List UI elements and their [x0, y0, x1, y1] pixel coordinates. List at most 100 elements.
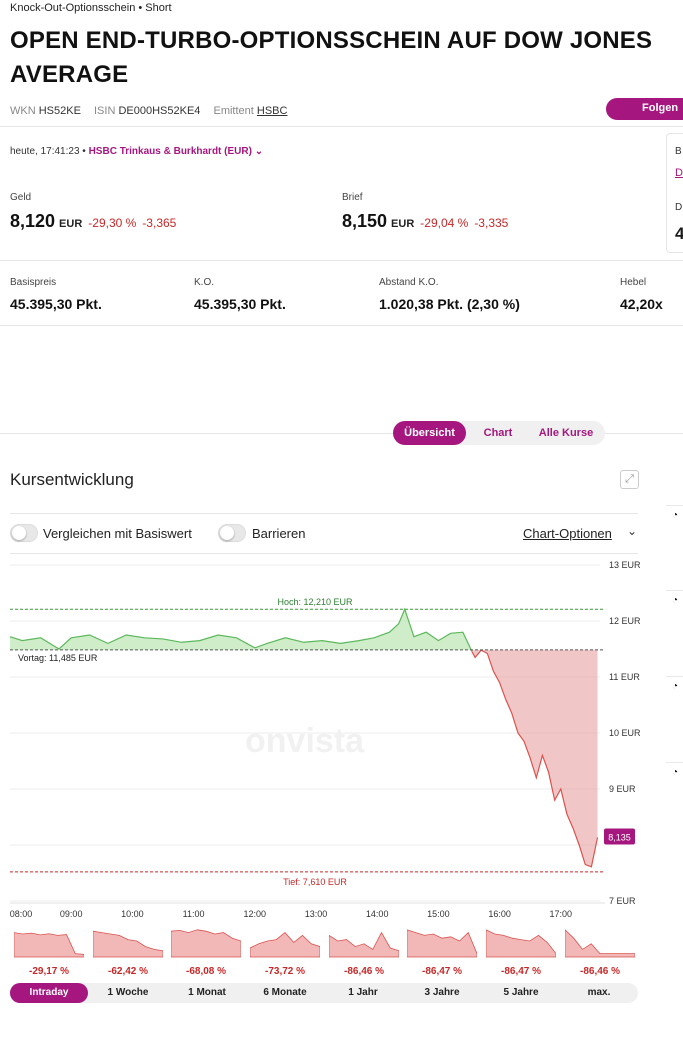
- x-tick-label: 15:00: [427, 909, 450, 919]
- side-panel-item[interactable]: ◔: [666, 505, 683, 575]
- barriers-toggle[interactable]: [218, 524, 246, 542]
- y-tick-label: 12 EUR: [609, 616, 641, 626]
- follow-button[interactable]: Folgen: [606, 98, 683, 120]
- sparkline-area: [92, 930, 164, 958]
- wkn-label: WKN: [10, 105, 36, 117]
- clock-icon: ◔: [672, 595, 679, 606]
- barriers-toggle-label: Barrieren: [252, 526, 306, 541]
- bid-change-abs: -3,365: [142, 216, 177, 230]
- breadcrumb: Knock-Out-Optionsschein • Short: [10, 2, 172, 14]
- range-max[interactable]: max.: [587, 987, 611, 998]
- tab-chart[interactable]: Chart: [483, 427, 513, 439]
- wkn-value: HS52KE: [38, 105, 81, 117]
- sparkline-change: -62,42 %: [107, 966, 149, 977]
- divider: [10, 513, 638, 514]
- x-tick-label: 12:00: [244, 909, 267, 919]
- sparkline-intraday[interactable]: -29,17 %: [13, 925, 85, 977]
- x-tick-label: 08:00: [10, 909, 33, 919]
- section-title: Kursentwicklung: [10, 470, 134, 489]
- range-5-jahre[interactable]: 5 Jahre: [503, 987, 539, 998]
- chart-options-button[interactable]: Chart-Optionen: [523, 526, 612, 541]
- sparkline-graph: [13, 932, 85, 958]
- side-panel-item[interactable]: ◔: [666, 676, 683, 746]
- sparkline-graph: [406, 929, 478, 958]
- bid-currency: EUR: [59, 218, 83, 230]
- keyfact-value-basispreis: 45.395,30 Pkt.: [10, 296, 102, 312]
- prev-close-label: Vortag: 11,485 EUR: [18, 653, 98, 663]
- clock-icon: ◔: [672, 767, 679, 778]
- divider: [0, 325, 683, 326]
- side-panel-item[interactable]: ◔: [666, 590, 683, 660]
- range-1-monat[interactable]: 1 Monat: [188, 987, 226, 998]
- sparkline-change: -86,46 %: [343, 966, 385, 977]
- range-1-jahr[interactable]: 1 Jahr: [348, 987, 378, 998]
- sparkline-6-monate[interactable]: -73,72 %: [249, 925, 321, 977]
- price-chart[interactable]: 13 EUR 12 EUR 11 EUR 10 EUR 9 EUR 7 EUR onvist…: [0, 555, 683, 925]
- tab-alle-kurse[interactable]: Alle Kurse: [538, 427, 594, 439]
- sparkline-area: [249, 932, 321, 958]
- compare-toggle[interactable]: [10, 524, 38, 542]
- range-selector: Intraday 1 Woche 1 Monat 6 Monate 1 Jahr 3 Ja…: [10, 983, 638, 1003]
- ask-label: Brief: [342, 192, 363, 203]
- range-6-monate[interactable]: 6 Monate: [263, 987, 307, 998]
- quote-meta: heute, 17:41:23 • HSBC Trinkaus & Burkha…: [10, 146, 263, 157]
- sparkline-change: -29,17 %: [28, 966, 70, 977]
- y-tick-label: 11 EUR: [609, 672, 640, 682]
- range-intraday[interactable]: Intraday: [10, 983, 88, 1003]
- exchange-selector[interactable]: HSBC Trinkaus & Burkhardt (EUR): [88, 146, 252, 157]
- sparkline-area: [13, 932, 85, 958]
- issuer-label: Emittent: [213, 105, 254, 117]
- view-tabs: Übersicht Chart Alle Kurse: [393, 421, 605, 445]
- high-label: Hoch: 12,210 EUR: [277, 597, 353, 607]
- bid-value: 8,120: [10, 211, 56, 231]
- y-tick-label: 13 EUR: [609, 560, 641, 570]
- quote-time: heute, 17:41:23 •: [10, 146, 86, 157]
- side-card-label: B: [675, 146, 682, 157]
- bid-change-pct: -29,30 %: [88, 216, 137, 230]
- sparkline-change: -73,72 %: [264, 966, 306, 977]
- x-tick-label: 10:00: [121, 909, 144, 919]
- expand-icon[interactable]: ⤢: [620, 470, 639, 489]
- ask-quote: 8,150 EUR -29,04 % -3,335: [342, 211, 508, 232]
- x-tick-label: 09:00: [60, 909, 83, 919]
- sparkline-graph: [92, 930, 164, 958]
- sparkline-graph: [485, 929, 557, 958]
- chevron-down-icon[interactable]: ⌄: [254, 146, 264, 157]
- sparkline-area: [170, 929, 242, 958]
- keyfact-value-ko: 45.395,30 Pkt.: [194, 296, 286, 312]
- area-above-prev: [10, 609, 473, 652]
- sparkline-3-jahre[interactable]: -86,47 %: [406, 925, 478, 977]
- sparkline-max-[interactable]: -86,46 %: [564, 925, 636, 977]
- side-card-value: 4: [675, 224, 683, 243]
- issuer-link[interactable]: HSBC: [256, 105, 288, 117]
- sparkline-area: [406, 929, 478, 958]
- sparkline-area: [564, 928, 636, 958]
- sparkline-1-jahr[interactable]: -86,46 %: [328, 925, 400, 977]
- compare-toggle-label: Vergleichen mit Basiswert: [43, 526, 192, 541]
- ask-change-abs: -3,335: [474, 216, 509, 230]
- keyfact-label-abstand: Abstand K.O.: [379, 277, 439, 288]
- divider: [0, 433, 683, 434]
- range-1-woche[interactable]: 1 Woche: [107, 987, 149, 998]
- sparkline-1-woche[interactable]: -62,42 %: [92, 925, 164, 977]
- clock-icon: ◔: [672, 681, 679, 692]
- last-price-badge: [604, 828, 635, 845]
- x-tick-label: 16:00: [488, 909, 511, 919]
- area-below-prev: [472, 649, 598, 867]
- sparkline-1-monat[interactable]: -68,08 %: [170, 925, 242, 977]
- chevron-down-icon[interactable]: ⌄: [627, 524, 638, 538]
- side-card-link[interactable]: D: [675, 167, 683, 179]
- sparkline-graph: [564, 928, 636, 958]
- range-3-jahre[interactable]: 3 Jahre: [424, 987, 460, 998]
- side-panel-item[interactable]: ◔: [666, 762, 683, 832]
- sparkline-change: -86,47 %: [500, 966, 542, 977]
- sparkline-5-jahre[interactable]: -86,47 %: [485, 925, 557, 977]
- tab-uebersicht[interactable]: Übersicht: [393, 421, 466, 445]
- sparkline-graph: [249, 932, 321, 958]
- sparkline-change: -86,47 %: [421, 966, 463, 977]
- bid-label: Geld: [10, 192, 32, 203]
- clock-icon: ◔: [672, 510, 679, 521]
- ask-currency: EUR: [391, 218, 415, 230]
- last-price-label: 8,135: [608, 832, 631, 842]
- divider: [10, 553, 638, 554]
